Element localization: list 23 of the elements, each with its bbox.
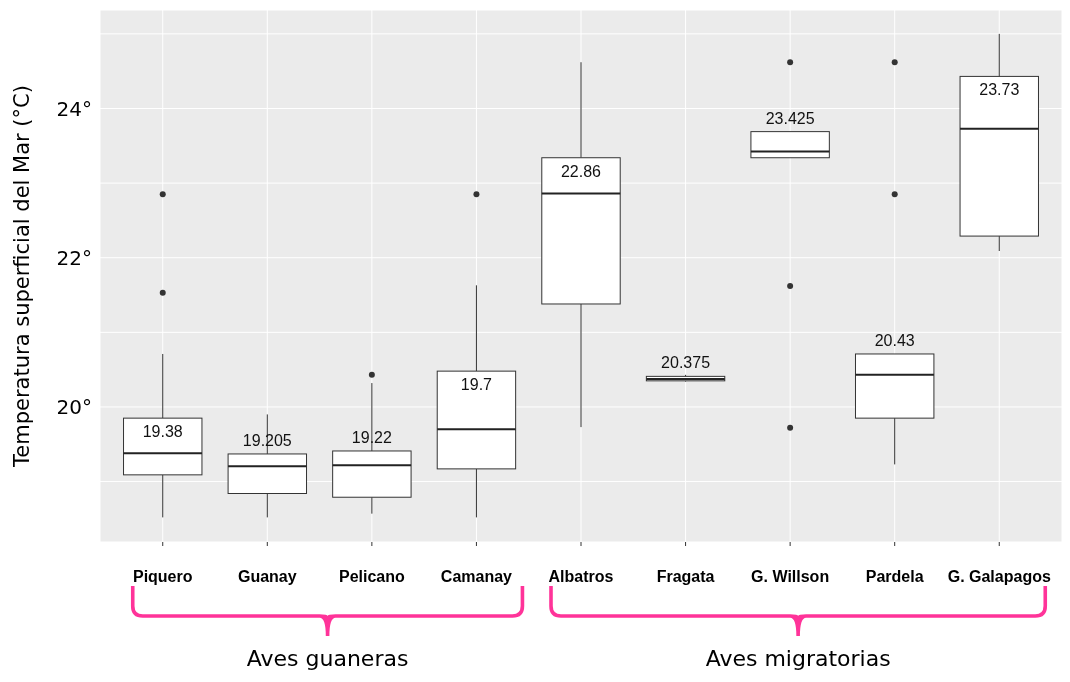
y-tick-label: 20° <box>56 395 92 420</box>
x-tick-label: Albatros <box>548 568 614 585</box>
x-tick-label: Fragata <box>656 568 715 585</box>
x-tick-label: Pardela <box>865 568 924 585</box>
y-axis-title: Temperatura superficial del Mar (°C) <box>10 85 35 468</box>
text: 23.425 <box>765 109 815 127</box>
text: 19.7 <box>460 376 493 394</box>
text: 22.86 <box>560 162 602 180</box>
text: 19.38 <box>142 423 183 441</box>
x-tick-label: Camanay <box>440 568 513 585</box>
text: Aves guaneras <box>246 646 409 671</box>
x-tick-label: G. Willson <box>751 568 830 585</box>
y-tick-label: 22° <box>56 245 92 270</box>
x-tick-label: G. Galapagos <box>947 568 1051 585</box>
text: 20.43 <box>874 331 915 349</box>
y-tick-label: 24° <box>56 96 92 121</box>
x-tick-label: Guanay <box>237 568 297 585</box>
text: 19.22 <box>351 428 392 446</box>
text: Aves migratorias <box>705 646 891 671</box>
x-tick-label: Pelicano <box>338 568 405 585</box>
text: 20.375 <box>661 354 711 372</box>
text: 23.73 <box>979 81 1020 99</box>
x-tick-label: Piquero <box>132 568 193 585</box>
